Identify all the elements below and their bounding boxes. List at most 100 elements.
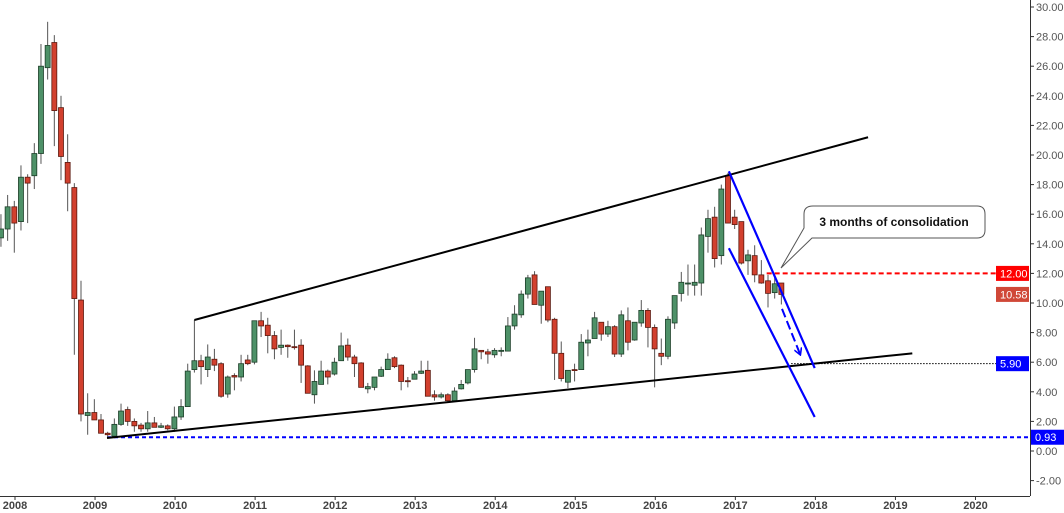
candle-body — [0, 228, 4, 239]
candle-body — [751, 255, 758, 276]
candle-2011-05 — [278, 329, 285, 355]
candle-2010-12 — [244, 354, 251, 366]
candle-2014-12 — [565, 369, 571, 389]
candle-2017-06 — [765, 274, 771, 308]
candle-2010-01 — [171, 406, 178, 432]
candle-2010-04 — [191, 320, 198, 373]
candle-2013-09 — [464, 369, 471, 385]
y-tick-label: 8.00 — [1036, 328, 1057, 340]
candle-2008-11 — [78, 280, 84, 422]
candle-2014-08 — [538, 290, 545, 324]
price-badge-label: 10.58 — [1000, 289, 1028, 301]
candle-body — [84, 412, 91, 416]
candle-body — [371, 376, 378, 388]
candle-2017-01 — [731, 209, 738, 229]
candle-body — [491, 349, 498, 356]
candle-2013-03 — [424, 360, 431, 397]
candle-2013-07 — [451, 387, 458, 402]
candle-body — [4, 206, 11, 230]
candle-body — [344, 344, 351, 358]
candle-body — [298, 344, 305, 366]
candle-2010-07 — [211, 348, 218, 372]
candle-2009-11 — [158, 422, 164, 429]
candle-2015-05 — [598, 321, 605, 341]
candle-2014-11 — [558, 341, 565, 382]
candle-2012-02 — [338, 332, 345, 362]
candle-2008-12 — [84, 393, 91, 435]
candle-2010-06 — [204, 344, 211, 377]
axes — [0, 0, 1031, 497]
candle-body — [431, 394, 438, 398]
candle-body — [745, 254, 751, 262]
candle-body — [278, 344, 285, 348]
y-tick-label: 30.00 — [1036, 2, 1064, 14]
candle-2015-04 — [591, 311, 598, 339]
candle-body — [198, 360, 204, 368]
candle-2012-03 — [344, 338, 351, 361]
candle-body — [131, 420, 138, 427]
candle-body — [38, 65, 44, 154]
candle-body — [438, 394, 445, 398]
candle-2008-05 — [38, 44, 44, 164]
candle-body — [585, 339, 591, 344]
x-tick-label: 2014 — [483, 500, 508, 512]
x-tick-label: 2017 — [723, 500, 747, 512]
candle-body — [244, 359, 251, 365]
candle-body — [98, 419, 104, 434]
candle-2013-05 — [438, 392, 445, 399]
candle-body — [118, 410, 124, 425]
price-badge-5.90 — [996, 356, 1029, 372]
candle-2016-06 — [685, 264, 691, 296]
candle-2007-11 — [0, 214, 4, 247]
price-badge-10.58 — [996, 286, 1029, 302]
candle-body — [691, 281, 698, 286]
candle-2016-02 — [658, 338, 665, 366]
candle-body — [24, 176, 31, 184]
candle-2010-03 — [184, 363, 191, 407]
x-tick-label: 2009 — [83, 500, 107, 512]
y-tick-label: -2.00 — [1036, 476, 1061, 488]
candle-2009-03 — [104, 431, 111, 438]
candle-body — [164, 425, 171, 430]
candle-2011-03 — [264, 317, 271, 354]
candle-body — [104, 432, 111, 436]
candle-2008-01 — [11, 200, 18, 253]
candle-body — [698, 234, 705, 284]
candle-2011-07 — [291, 329, 298, 350]
candle-body — [524, 277, 531, 295]
candle-body — [451, 390, 458, 402]
candle-body — [538, 290, 545, 306]
candle-body — [511, 313, 518, 327]
y-tick-label: 16.00 — [1036, 209, 1064, 221]
candle-body — [184, 370, 191, 407]
candle-body — [251, 320, 258, 363]
candle-body — [685, 282, 691, 285]
price-badge-label: 12.00 — [1000, 268, 1028, 280]
candle-body — [398, 364, 405, 382]
y-tick-label: 24.00 — [1036, 91, 1064, 103]
candle-body — [711, 216, 718, 260]
candle-2009-02 — [98, 414, 104, 434]
candle-body — [424, 369, 431, 397]
candle-body — [551, 318, 558, 354]
x-tick-label: 2020 — [963, 500, 987, 512]
candle-body — [78, 299, 84, 415]
candle-2009-08 — [138, 422, 144, 432]
candle-body — [625, 320, 631, 343]
candle-2009-10 — [151, 416, 158, 428]
candle-2013-04 — [431, 390, 438, 401]
candle-body — [211, 358, 218, 366]
candle-2009-09 — [144, 411, 151, 432]
candle-body — [231, 375, 238, 378]
candle-2012-05 — [358, 362, 365, 388]
candle-body — [31, 153, 38, 177]
candle-2009-05 — [118, 403, 124, 426]
candle-2016-08 — [698, 227, 705, 296]
candle-body — [484, 351, 491, 355]
candle-2007-12 — [4, 194, 11, 241]
candle-2012-11 — [398, 364, 405, 391]
candle-2010-02 — [178, 399, 184, 420]
candle-2014-01 — [491, 348, 498, 358]
candle-body — [291, 346, 298, 349]
candle-2012-10 — [391, 356, 398, 369]
